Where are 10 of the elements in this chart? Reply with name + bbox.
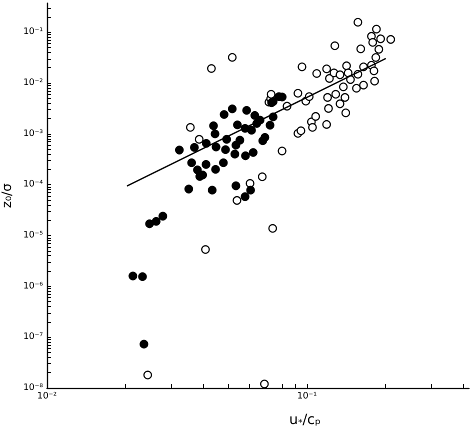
- x-axis-title: u*/cₚ: [289, 412, 321, 428]
- y-tick-label: 10⁻⁸: [23, 383, 44, 393]
- y-axis-title: z₀/σ: [0, 183, 15, 208]
- y-tick-label: 10⁻³: [23, 128, 44, 139]
- y-tick-label: 10⁻¹: [23, 27, 44, 38]
- y-tick-label: 10⁻⁴: [23, 180, 44, 190]
- y-tick-label: 10⁻⁵: [23, 230, 44, 241]
- y-tick-label: 10⁻⁶: [23, 281, 44, 292]
- y-tick-label: 10⁻²: [23, 78, 44, 88]
- y-tick-label: 10⁻⁷: [23, 332, 44, 342]
